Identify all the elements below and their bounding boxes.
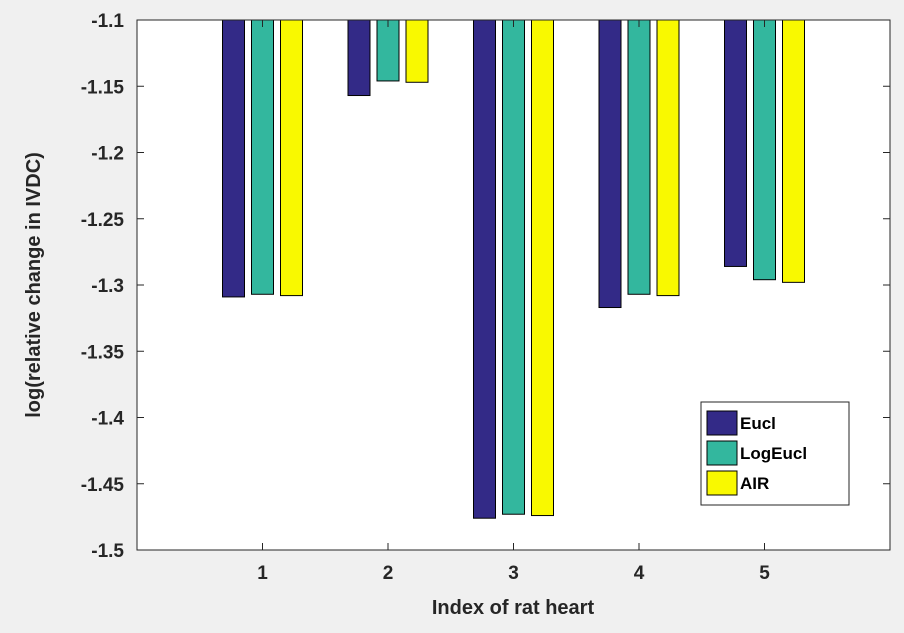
legend-label-logeucl: LogEucl — [740, 444, 807, 463]
x-tick-label: 4 — [634, 563, 645, 584]
bar-logeucl-5 — [753, 19, 776, 281]
y-tick-label: -1.1 — [91, 11, 124, 32]
bar-eucl-4 — [598, 19, 622, 309]
bar-air-2 — [405, 19, 429, 83]
bar-logeucl-1 — [251, 19, 274, 295]
x-tick-label: 3 — [508, 563, 519, 584]
bar-air-3 — [531, 19, 554, 517]
x-axis: 1 2 3 4 5 — [257, 20, 770, 584]
y-tick-label: -1.4 — [91, 409, 124, 430]
y-axis: -1.5 -1.45 -1.4 -1.35 -1.3 -1.25 -1.2 -1.15 -1.1 — [81, 11, 890, 562]
legend-swatch-eucl — [706, 410, 738, 436]
bar-air-4 — [656, 19, 680, 297]
bar-logeucl-2 — [376, 19, 400, 82]
x-tick-label: 5 — [759, 563, 770, 584]
legend-swatch-air — [706, 470, 738, 496]
x-axis-title: Index of rat heart — [432, 597, 595, 619]
bar-logeucl-4 — [627, 19, 651, 295]
legend-label-air: AIR — [740, 474, 769, 493]
bar-air-1 — [280, 19, 303, 297]
legend-label-eucl: Eucl — [740, 414, 776, 433]
y-tick-label: -1.35 — [81, 342, 125, 363]
y-tick-label: -1.3 — [91, 276, 124, 297]
bars-layer — [222, 19, 805, 519]
bar-eucl-2 — [347, 19, 371, 97]
bar-air-5 — [782, 19, 805, 283]
legend-swatch-logeucl — [706, 440, 738, 466]
y-tick-label: -1.45 — [81, 475, 125, 496]
bar-eucl-1 — [222, 19, 245, 298]
y-tick-label: -1.2 — [91, 144, 124, 165]
y-axis-title: log(relative change in IVDC) — [23, 152, 45, 418]
y-tick-label: -1.15 — [81, 77, 125, 98]
x-tick-label: 1 — [257, 563, 268, 584]
bar-eucl-3 — [473, 19, 496, 519]
bar-logeucl-3 — [502, 19, 525, 515]
y-tick-label: -1.5 — [91, 541, 124, 562]
x-tick-label: 2 — [383, 563, 394, 584]
y-tick-label: -1.25 — [81, 210, 125, 231]
legend: Eucl LogEucl AIR — [700, 401, 850, 506]
bar-eucl-5 — [724, 19, 747, 267]
